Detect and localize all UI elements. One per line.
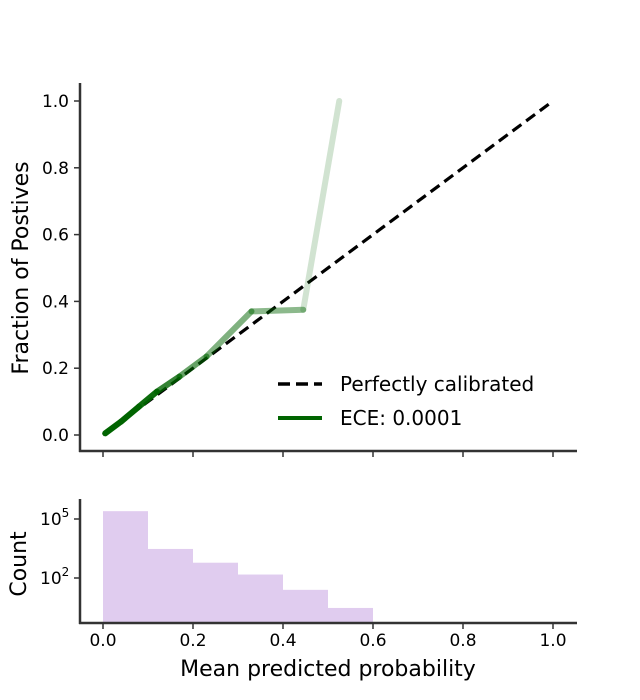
histogram-bar — [328, 607, 373, 623]
histogram-bars — [103, 511, 373, 623]
x-tick-label: 0.0 — [89, 631, 116, 651]
y-axis-ticks: 0.0 0.2 0.4 0.6 0.8 1.0 — [42, 92, 80, 446]
x-tick-label: 0.8 — [449, 631, 476, 651]
y-axis-label: Fraction of Postives — [9, 161, 34, 374]
histogram-y-tick-label: 105 — [40, 506, 69, 530]
histogram-bar — [103, 511, 148, 623]
calibration-panel: 0.00.20.40.60.81.0 Fraction of Postives … — [9, 83, 577, 457]
legend: Perfectly calibrated ECE: 0.0001 — [278, 372, 534, 430]
y-tick-label: 0.4 — [42, 292, 69, 312]
calibration-curve-segment — [118, 403, 142, 425]
calibration-curve-segment — [136, 388, 160, 410]
calibration-curve-segment — [203, 308, 255, 360]
y-tick-label: 0.8 — [42, 159, 69, 179]
x-tick-label: 0.4 — [269, 631, 296, 651]
calibration-curve-segment — [154, 373, 183, 395]
histogram-bar — [148, 548, 193, 623]
y-tick-label: 0.6 — [42, 226, 69, 246]
histogram-y-tick-label: 102 — [40, 565, 69, 589]
calibration-curve-segment — [248, 306, 307, 315]
y-tick-label: 0.2 — [42, 359, 69, 379]
legend-label-perfectly-calibrated: Perfectly calibrated — [340, 372, 534, 396]
legend-label-ece: ECE: 0.0001 — [340, 406, 462, 430]
histogram-bar — [193, 562, 238, 623]
histogram-y-axis-label: Count — [7, 531, 32, 597]
histogram-bar — [238, 574, 283, 623]
calibration-curve-segment — [300, 98, 343, 313]
x-axis-label: Mean predicted probability — [180, 657, 476, 682]
y-tick-label: 0.0 — [42, 426, 69, 446]
y-tick-label: 1.0 — [42, 92, 69, 112]
x-tick-label: 0.2 — [179, 631, 206, 651]
histogram-bar — [283, 589, 328, 623]
calibration-curve-segment — [176, 353, 210, 380]
histogram-y-axis-ticks: 102 105 — [40, 506, 80, 589]
x-axis-ticks — [102, 451, 554, 457]
calibration-curve-segment — [102, 418, 124, 437]
calibration-plot-area — [102, 98, 554, 437]
x-tick-label: 1.0 — [539, 631, 566, 651]
histogram-x-axis-ticks: 0.0 0.2 0.4 0.6 0.8 1.0 — [89, 623, 567, 651]
x-tick-label: 0.6 — [359, 631, 386, 651]
histogram-panel: 102 105 0.0 0.2 0.4 0.6 0.8 1.0 Count Mean pre… — [7, 499, 577, 682]
